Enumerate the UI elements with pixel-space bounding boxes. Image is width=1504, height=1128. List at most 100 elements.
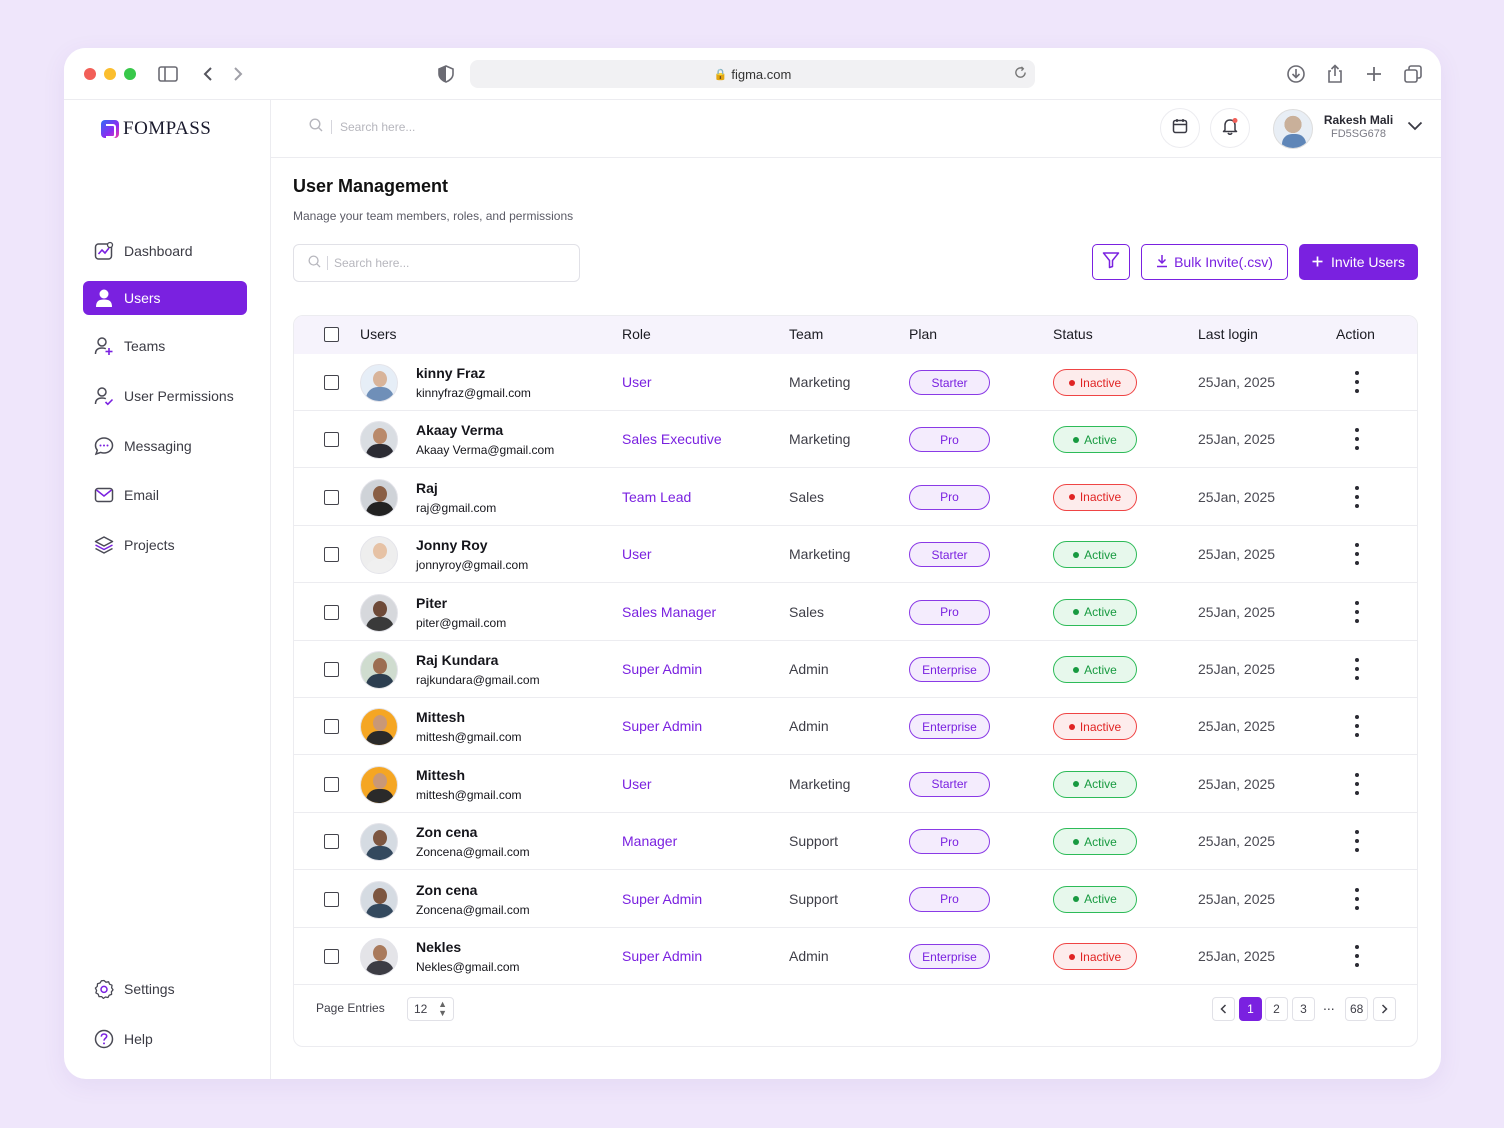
- row-checkbox[interactable]: [324, 776, 339, 792]
- user-role[interactable]: Manager: [622, 833, 678, 850]
- user-role[interactable]: User: [622, 775, 652, 792]
- prev-page-button[interactable]: [1212, 997, 1235, 1021]
- download-icon[interactable]: [1284, 62, 1308, 86]
- sidebar-item-help[interactable]: Help: [83, 1022, 247, 1056]
- table-row[interactable]: Piter piter@gmail.com Sales Manager Sales Pr…: [294, 584, 1417, 641]
- column-header-role[interactable]: Role: [622, 326, 651, 342]
- page-entries-select[interactable]: 12 ▲ ▼: [407, 997, 454, 1021]
- table-row[interactable]: Zon cena Zoncena@gmail.com Super Admin Supp…: [294, 871, 1417, 928]
- more-options-icon[interactable]: [1352, 772, 1362, 795]
- filter-button[interactable]: [1092, 244, 1130, 280]
- row-checkbox[interactable]: [324, 604, 339, 620]
- row-checkbox[interactable]: [324, 432, 339, 448]
- minimize-window-button[interactable]: [104, 68, 116, 80]
- column-header-team[interactable]: Team: [789, 326, 824, 342]
- shield-icon[interactable]: [434, 62, 458, 86]
- more-options-icon[interactable]: [1352, 887, 1362, 910]
- user-search-input[interactable]: Search here...: [293, 244, 580, 282]
- sidebar-item-user-permissions[interactable]: User Permissions: [83, 379, 247, 413]
- status-badge: Active: [1053, 598, 1137, 626]
- new-tab-icon[interactable]: [1362, 62, 1386, 86]
- select-all-checkbox[interactable]: [324, 327, 339, 342]
- notifications-button[interactable]: [1210, 108, 1250, 148]
- table-row[interactable]: Nekles Nekles@gmail.com Super Admin Admin En…: [294, 928, 1417, 985]
- sidebar-item-email[interactable]: Email: [83, 478, 247, 512]
- sidebar-item-settings[interactable]: Settings: [83, 972, 247, 1006]
- column-header-plan[interactable]: Plan: [909, 326, 938, 342]
- page-button-1[interactable]: 1: [1239, 997, 1262, 1021]
- more-options-icon[interactable]: [1352, 600, 1362, 623]
- brand-logo[interactable]: FOMPASS: [101, 118, 211, 140]
- last-login: 25Jan, 2025: [1198, 603, 1276, 620]
- user-role[interactable]: User: [622, 546, 652, 563]
- address-bar[interactable]: 🔒 figma.com: [470, 60, 1035, 88]
- sidebar-item-projects[interactable]: Projects: [83, 528, 247, 562]
- table-row[interactable]: kinny Fraz kinnyfraz@gmail.com User Marketi…: [294, 354, 1417, 411]
- page-button-2[interactable]: 2: [1265, 997, 1288, 1021]
- more-options-icon[interactable]: [1352, 830, 1362, 853]
- chart-icon: [94, 241, 114, 261]
- table-row[interactable]: Jonny Roy jonnyroy@gmail.com User Marketing…: [294, 526, 1417, 584]
- user-icon: [94, 288, 114, 308]
- row-checkbox[interactable]: [324, 662, 339, 677]
- user-code: FD5SG678: [1330, 128, 1387, 140]
- user-role[interactable]: Super Admin: [622, 661, 703, 677]
- layers-icon: [94, 535, 114, 555]
- sidebar-item-messaging[interactable]: Messaging: [83, 429, 247, 463]
- user-role[interactable]: Team Lead: [622, 488, 692, 505]
- next-page-button[interactable]: [1373, 997, 1396, 1021]
- user-role[interactable]: Sales Manager: [622, 603, 717, 620]
- user-role[interactable]: Sales Executive: [622, 431, 722, 448]
- more-options-icon[interactable]: [1352, 371, 1362, 393]
- table-row[interactable]: Mittesh mittesh@gmail.com Super Admin Admin…: [294, 698, 1417, 756]
- bulk-invite-button[interactable]: Bulk Invite(.csv): [1141, 244, 1288, 280]
- row-checkbox[interactable]: [324, 489, 339, 505]
- status-dot-icon: [1073, 781, 1080, 788]
- back-arrow-icon[interactable]: [196, 62, 220, 86]
- more-options-icon[interactable]: [1352, 658, 1362, 680]
- more-options-icon[interactable]: [1352, 428, 1362, 451]
- table-row[interactable]: Raj Kundara rajkundara@gmail.com Super Adm…: [294, 641, 1417, 698]
- user-role[interactable]: Super Admin: [622, 948, 703, 964]
- sidebar-item-teams[interactable]: Teams: [83, 329, 247, 363]
- more-options-icon[interactable]: [1352, 543, 1362, 566]
- user-role[interactable]: User: [622, 374, 652, 390]
- column-header-users[interactable]: Users: [360, 326, 397, 342]
- close-window-button[interactable]: [84, 68, 96, 80]
- table-row[interactable]: Mittesh mittesh@gmail.com User Marketing Sta…: [294, 756, 1417, 813]
- share-icon[interactable]: [1323, 62, 1347, 86]
- sidebar-item-users[interactable]: Users: [83, 281, 247, 315]
- invite-users-button[interactable]: Invite Users: [1299, 244, 1418, 280]
- page-button-3[interactable]: 3: [1292, 997, 1315, 1021]
- sidebar-item-dashboard[interactable]: Dashboard: [83, 234, 247, 268]
- page-button-last[interactable]: 68: [1345, 997, 1369, 1021]
- row-checkbox[interactable]: [324, 834, 339, 850]
- calendar-button[interactable]: [1160, 108, 1200, 148]
- chevron-down-icon[interactable]: [1407, 118, 1423, 136]
- more-options-icon[interactable]: [1352, 485, 1362, 508]
- reload-icon[interactable]: [1014, 66, 1027, 82]
- table-row[interactable]: Zon cena Zoncena@gmail.com Manager Support P…: [294, 813, 1417, 871]
- maximize-window-button[interactable]: [124, 68, 136, 80]
- user-role[interactable]: Super Admin: [622, 718, 703, 735]
- row-checkbox[interactable]: [324, 891, 339, 907]
- more-options-icon[interactable]: [1352, 945, 1362, 967]
- more-options-icon[interactable]: [1352, 715, 1362, 738]
- column-header-last-login[interactable]: Last login: [1198, 326, 1258, 342]
- sidebar-toggle-icon[interactable]: [156, 62, 180, 86]
- user-avatar[interactable]: [1273, 109, 1313, 149]
- tabs-overview-icon[interactable]: [1401, 62, 1425, 86]
- row-checkbox[interactable]: [324, 375, 339, 390]
- user-email: Nekles@gmail.com: [416, 960, 520, 974]
- row-checkbox[interactable]: [324, 949, 339, 964]
- help-icon: [94, 1029, 114, 1049]
- row-checkbox[interactable]: [324, 547, 339, 563]
- forward-arrow-icon[interactable]: [226, 62, 250, 86]
- global-search-input[interactable]: Search here...: [309, 118, 415, 135]
- row-checkbox[interactable]: [324, 719, 339, 735]
- user-role[interactable]: Super Admin: [622, 890, 703, 907]
- table-row[interactable]: Akaay Verma Akaay Verma@gmail.com Sales Ex…: [294, 411, 1417, 469]
- url-text: figma.com: [731, 66, 792, 82]
- column-header-status[interactable]: Status: [1053, 326, 1093, 342]
- table-row[interactable]: Raj raj@gmail.com Team Lead Sales Pro Inactiv…: [294, 469, 1417, 526]
